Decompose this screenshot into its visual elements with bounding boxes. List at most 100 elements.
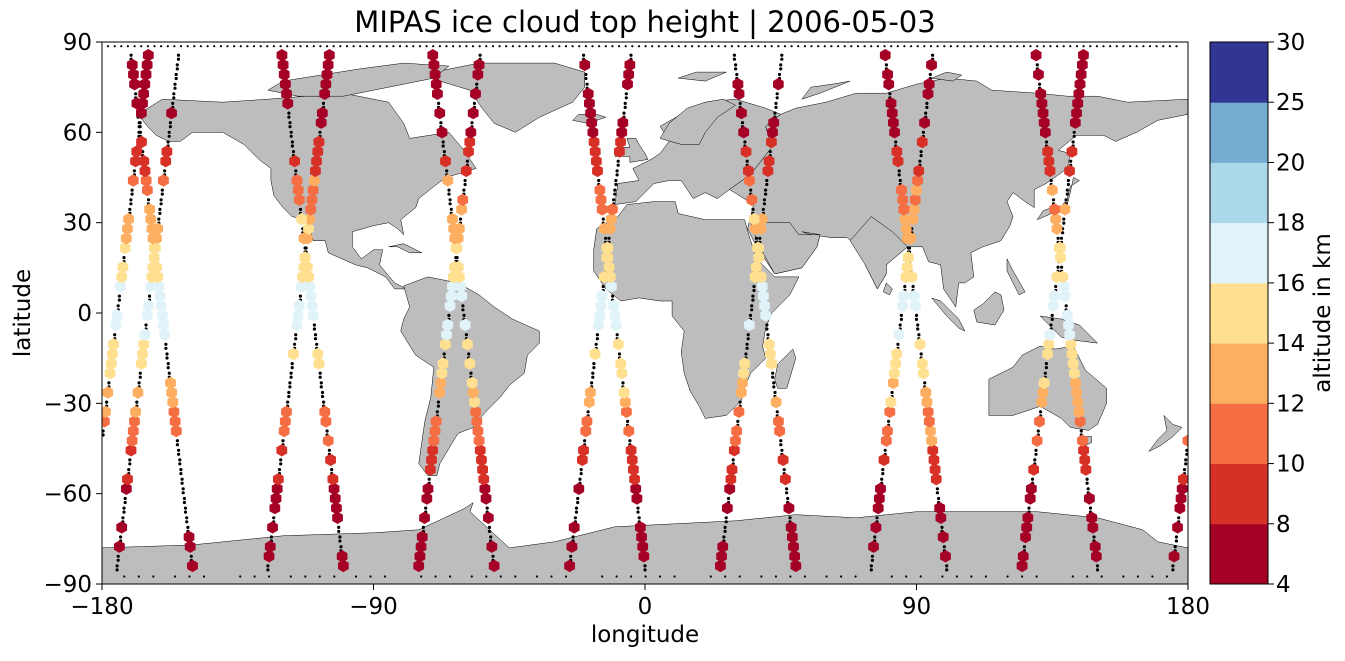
orbit-track-point: [167, 371, 171, 375]
orbit-track-point: [113, 333, 117, 337]
cloud-point: [1021, 521, 1033, 534]
cloud-point: [125, 444, 137, 457]
cloud-point: [735, 386, 747, 399]
cloud-point: [130, 155, 141, 168]
orbit-track-point: [637, 516, 641, 520]
orbit-track-point: [119, 535, 123, 539]
orbit-track-point: [1079, 429, 1083, 433]
polar-track-point: [491, 45, 495, 48]
orbit-track-point: [138, 121, 142, 125]
polar-track-point: [797, 45, 800, 48]
orbit-track-point: [117, 298, 121, 302]
orbit-track-point: [1062, 217, 1066, 221]
polar-track-point: [929, 45, 933, 48]
cloud-point: [758, 289, 769, 303]
orbit-track-point: [870, 554, 875, 558]
orbit-track-point: [914, 317, 919, 321]
cloud-point: [584, 97, 595, 110]
polar-track-point: [840, 575, 843, 578]
cloud-point: [577, 453, 588, 467]
polar-track-point: [272, 45, 275, 48]
polar-track-point: [140, 45, 143, 48]
orbit-track-point: [272, 516, 276, 520]
orbit-track-point: [1038, 82, 1042, 86]
cloud-point: [187, 559, 198, 573]
polar-track-point: [545, 45, 548, 48]
cloud-point: [1174, 501, 1186, 515]
orbit-track-point: [1044, 362, 1048, 366]
cloud-point: [141, 58, 153, 72]
cloud-point: [155, 299, 167, 312]
polar-track-point: [571, 45, 574, 48]
cloud-point: [296, 212, 307, 226]
orbit-track-point: [745, 342, 749, 346]
polar-track-point: [691, 45, 694, 48]
cloud-point: [142, 183, 153, 197]
polar-track-point: [823, 45, 826, 48]
cloud-point: [1064, 328, 1076, 341]
cloud-point: [788, 540, 799, 553]
orbit-track-point: [338, 535, 342, 539]
cloud-point: [891, 145, 903, 158]
orbit-track-point: [171, 101, 175, 105]
cloud-point: [759, 299, 770, 312]
orbit-track-point: [592, 362, 596, 366]
polar-track-point: [770, 45, 773, 48]
orbit-track-point: [752, 284, 756, 289]
cloud-point: [183, 530, 195, 544]
cloud-point: [168, 405, 180, 418]
cloud-point: [306, 299, 318, 312]
landmass-philippines: [1006, 258, 1026, 296]
colorbar-segment: [1210, 222, 1268, 284]
polar-track-point: [259, 45, 262, 48]
orbit-track-point: [102, 429, 105, 433]
polar-track-point: [511, 45, 514, 48]
polar-track-point: [418, 45, 422, 48]
cloud-point: [448, 222, 459, 235]
orbit-track-point: [173, 82, 177, 86]
orbit-track-point: [925, 101, 929, 105]
orbit-track-point: [1043, 371, 1047, 375]
colorbar: 4 8 10 12 14 16 18 20 25 30: [1209, 30, 1305, 598]
cloud-point: [909, 193, 921, 206]
orbit-track-point: [1065, 188, 1069, 192]
polar-track-point: [611, 45, 614, 48]
orbit-track-point: [924, 111, 928, 115]
orbit-track-point: [911, 284, 915, 289]
cloud-point: [153, 280, 165, 293]
orbit-track-point: [899, 317, 904, 321]
cloud-point: [930, 473, 942, 486]
orbit-track-point: [281, 439, 285, 443]
polar-track-point: [412, 45, 415, 48]
cloud-point: [277, 58, 289, 72]
cloud-point: [1053, 241, 1065, 255]
polar-track-point: [365, 45, 368, 48]
polar-track-point: [710, 45, 714, 48]
cloud-point: [166, 106, 177, 120]
cloud-point: [472, 68, 484, 81]
orbit-track-point: [174, 72, 178, 77]
polar-track-point: [738, 575, 741, 578]
cloud-point: [320, 415, 332, 428]
orbit-track-point: [1072, 134, 1076, 138]
polar-track-point: [764, 45, 767, 48]
orbit-track-point: [165, 356, 169, 360]
polar-track-point: [137, 575, 140, 578]
cloud-point: [122, 473, 133, 486]
cloud-point: [1074, 78, 1086, 91]
cloud-point: [1017, 550, 1029, 563]
orbit-track-point: [591, 375, 595, 379]
orbit-track-point: [921, 130, 926, 134]
cloud-point: [310, 164, 321, 178]
polar-track-point: [1115, 45, 1118, 48]
orbit-track-point: [616, 159, 620, 163]
cloud-point: [604, 270, 616, 284]
cloud-point: [138, 87, 149, 100]
orbit-track-point: [594, 342, 598, 346]
orbit-track-point: [611, 294, 615, 298]
cloud-point: [929, 463, 941, 476]
polar-track-point: [876, 45, 880, 48]
orbit-track-point: [779, 67, 783, 71]
landmass-india: [849, 216, 908, 290]
orbit-track-point: [780, 57, 784, 61]
